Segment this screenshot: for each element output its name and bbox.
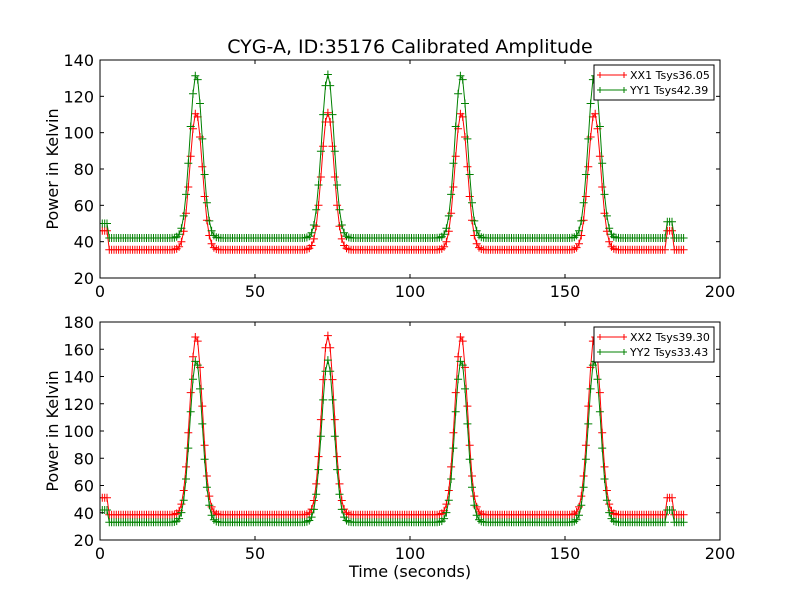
top-series-2 [100,70,688,242]
bottom-series-2 [100,356,688,527]
bottom-series-markers [100,356,688,527]
legend-marker [597,349,603,355]
legend-label: YY1 Tsys42.39 [629,84,708,97]
y-axis-label: Power in Kelvin [43,108,62,229]
bottom-legend: XX2 Tsys39.30 YY2 Tsys33.43 [593,326,715,363]
y-tick-label: 20 [74,269,94,288]
top-series-markers [100,108,688,254]
top-legend: XX1 Tsys36.05 YY1 Tsys42.39 [593,64,715,101]
x-tick-label: 50 [245,544,265,563]
bottom-series-markers [100,331,688,519]
x-tick-label: 50 [245,282,265,301]
legend-marker [621,349,627,355]
x-tick-label: 200 [705,282,736,301]
top-series-1 [100,108,688,254]
y-tick-label: 60 [74,477,94,496]
legend-marker [597,72,603,78]
top-panel: 0 50 100 150 200 20 40 60 80 100 120 140 Power in Ke… [43,51,735,301]
bottom-panel: 0 50 100 150 200 20 40 60 80 100 120 140 160 180 Power… [43,313,735,581]
y-tick-label: 140 [63,368,94,387]
legend-marker [597,87,603,93]
y-tick-label: 40 [74,233,94,252]
top-series-markers [100,70,688,242]
legend-label: YY2 Tsys33.43 [629,346,708,359]
legend-marker [597,334,603,340]
legend-marker [621,72,627,78]
y-tick-label: 80 [74,449,94,468]
legend-marker [621,334,627,340]
x-tick-label: 100 [395,544,426,563]
chart-title: CYG-A, ID:35176 Calibrated Amplitude [227,36,592,58]
y-tick-label: 140 [63,51,94,70]
x-tick-label: 150 [550,282,581,301]
legend-marker [621,87,627,93]
y-tick-label: 80 [74,160,94,179]
x-tick-label: 200 [705,544,736,563]
legend-box [593,64,715,101]
x-tick-label: 100 [395,282,426,301]
x-tick-label: 0 [95,282,105,301]
y-tick-label: 160 [63,340,94,359]
legend-box [593,326,715,363]
x-axis-label: Time (seconds) [348,562,471,581]
legend-label: XX2 Tsys39.30 [630,331,710,344]
y-tick-label: 120 [63,395,94,414]
legend-label: XX1 Tsys36.05 [630,69,710,82]
y-tick-label: 180 [63,313,94,332]
x-tick-label: 0 [95,544,105,563]
y-tick-label: 20 [74,531,94,550]
y-tick-label: 120 [63,87,94,106]
x-tick-label: 150 [550,544,581,563]
bottom-series-1 [100,331,688,519]
y-axis-label: Power in Kelvin [43,370,62,491]
y-tick-label: 60 [74,196,94,215]
y-tick-label: 100 [63,422,94,441]
y-tick-label: 40 [74,504,94,523]
y-tick-label: 100 [63,124,94,143]
